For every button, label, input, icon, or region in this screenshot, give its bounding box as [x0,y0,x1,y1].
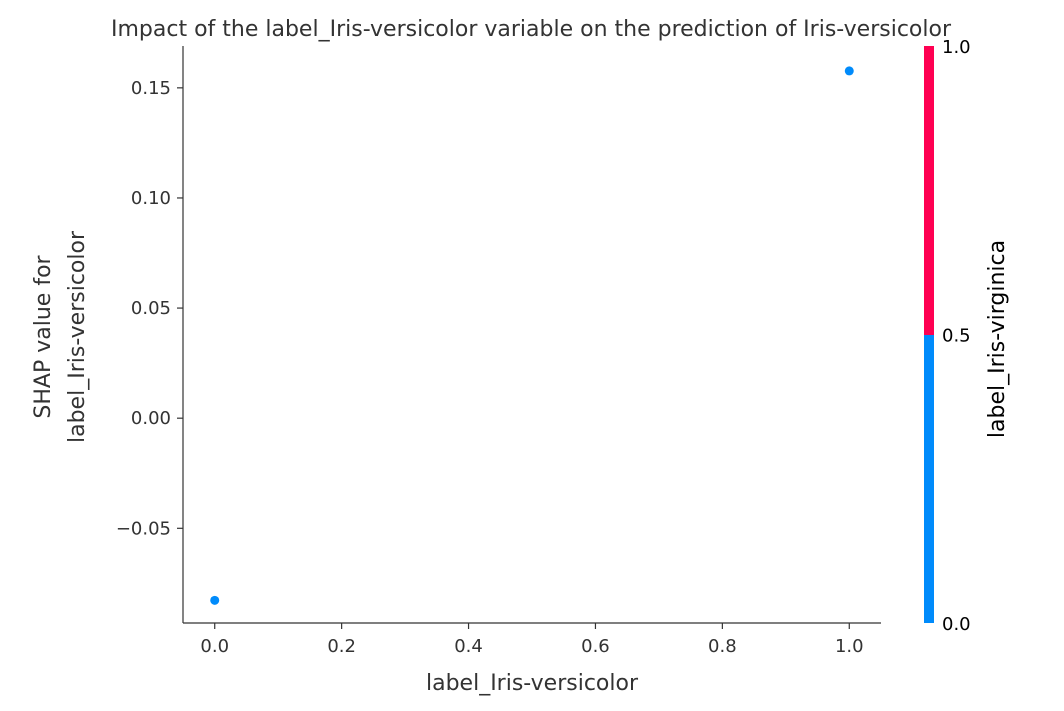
x-tick-label: 0.4 [454,636,483,657]
y-axis-label-line-2: label_Iris-versicolor [65,230,90,443]
x-tick-label: 0.8 [708,636,737,657]
y-tick-label: 0.15 [131,78,171,99]
colorbar-low-segment [924,335,934,623]
colorbar-ticks: 0.0 0.5 1.0 [942,37,971,635]
x-ticks: 0.0 0.2 0.4 0.6 0.8 1.0 [200,623,864,657]
data-point [210,595,220,605]
colorbar-tick-label: 0.0 [942,614,971,635]
data-points [210,66,854,605]
colorbar-label: label_Iris-virginica [985,240,1010,438]
colorbar-tick-label: 0.5 [942,326,971,347]
plot-area: 0.0 0.2 0.4 0.6 0.8 1.0 −0.05 0.00 0.05 0.10 0.15 [116,46,881,657]
y-ticks: −0.05 0.00 0.05 0.10 0.15 [116,78,183,539]
x-tick-label: 0.6 [581,636,610,657]
x-tick-label: 0.0 [200,636,229,657]
x-tick-label: 1.0 [835,636,864,657]
x-axis-label: label_Iris-versicolor [426,671,639,696]
colorbar-tick-label: 1.0 [942,37,971,58]
y-axis-label-line-1: SHAP value for [31,254,56,418]
chart-title: Impact of the label_Iris-versicolor vari… [111,17,952,42]
y-tick-label: 0.00 [131,408,171,429]
y-tick-label: 0.05 [131,298,171,319]
colorbar: 0.0 0.5 1.0 label_Iris-virginica [924,37,1010,635]
colorbar-high-segment [924,46,934,335]
data-point [844,66,854,76]
y-tick-label: −0.05 [116,518,171,539]
x-tick-label: 0.2 [327,636,356,657]
y-tick-label: 0.10 [131,188,171,209]
